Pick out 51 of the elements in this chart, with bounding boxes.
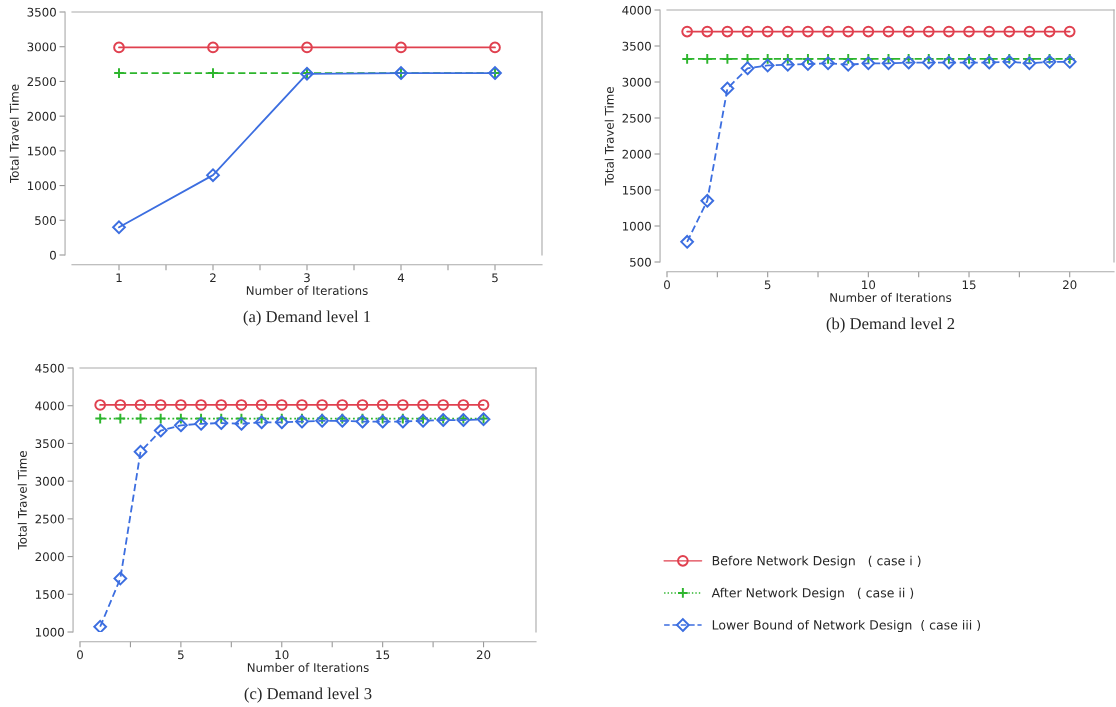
y-axis-title: Total Travel Time <box>9 84 19 184</box>
legend-label: Lower Bound of Network Design ( case iii ) <box>712 619 981 633</box>
y-axis-title: Total Travel Time <box>17 451 27 550</box>
x-tick-label: 3 <box>304 273 310 283</box>
x-axis-title: Number of Iterations <box>830 292 952 303</box>
text: (b) Demand level 2 <box>826 317 955 333</box>
text: (c) Demand level 3 <box>244 687 372 703</box>
y-tick-label: 3000 <box>622 77 651 87</box>
x-tick-label: 0 <box>664 280 670 290</box>
x-tick-label: 2 <box>210 273 216 283</box>
text: (a) Demand level 1 <box>243 310 371 326</box>
y-tick-label: 2000 <box>27 111 56 121</box>
y-tick-label: 1000 <box>35 627 64 637</box>
y-tick-label: 2500 <box>35 514 64 524</box>
y-tick-label: 2000 <box>622 149 651 159</box>
y-tick-label: 4500 <box>35 363 64 373</box>
x-tick-label: 15 <box>376 650 390 660</box>
y-tick-label: 2000 <box>35 552 64 562</box>
y-tick-label: 3000 <box>27 42 56 52</box>
x-tick-label: 5 <box>178 650 184 660</box>
y-tick-label: 1500 <box>27 146 56 156</box>
legend-label: Before Network Design ( case i ) <box>712 555 921 568</box>
x-tick-label: 5 <box>492 273 498 283</box>
legend-label: After Network Design ( case ii ) <box>711 587 914 600</box>
y-tick-label: 500 <box>630 257 651 267</box>
x-tick-label: 10 <box>275 650 289 660</box>
y-tick-label: 500 <box>35 216 56 225</box>
y-tick-label: 2500 <box>622 113 651 123</box>
y-tick-label: 1500 <box>622 185 651 195</box>
x-tick-label: 0 <box>77 650 83 660</box>
y-tick-label: 3500 <box>622 41 651 51</box>
y-tick-label: 3500 <box>35 439 64 449</box>
x-axis-title: Number of Iterations <box>247 662 369 673</box>
y-tick-label: 4000 <box>622 5 651 15</box>
x-tick-label: 20 <box>476 650 491 660</box>
x-axis-title: Number of Iterations <box>246 285 368 296</box>
y-tick-label: 0 <box>49 250 56 260</box>
y-tick-label: 1500 <box>35 590 64 599</box>
x-tick-label: 15 <box>962 280 976 290</box>
y-tick-label: 4000 <box>35 401 64 411</box>
y-axis-title: Total Travel Time <box>604 87 614 186</box>
x-tick-label: 4 <box>397 273 405 283</box>
y-tick-label: 1000 <box>622 221 651 231</box>
y-tick-label: 3000 <box>35 476 64 486</box>
y-tick-label: 1000 <box>27 181 56 191</box>
x-tick-label: 5 <box>764 280 771 290</box>
x-tick-label: 10 <box>862 280 876 290</box>
x-tick-label: 20 <box>1063 280 1077 290</box>
x-tick-label: 1 <box>116 273 122 283</box>
y-tick-label: 3500 <box>27 7 56 17</box>
y-tick-label: 2500 <box>27 77 56 87</box>
